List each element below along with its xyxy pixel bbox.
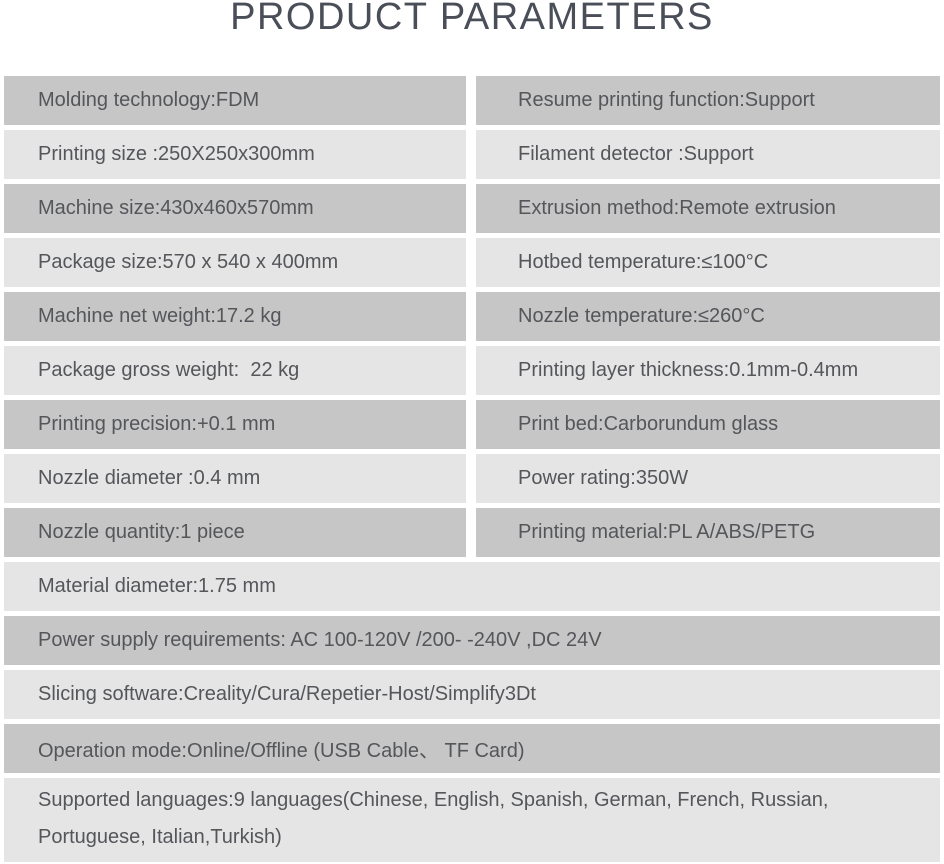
param-cell-filament-detector: Filament detector :Support — [476, 130, 940, 179]
param-cell-package-gross-weight: Package gross weight: 22 kg — [4, 346, 466, 395]
param-cell-printing-layer-thickness: Printing layer thickness:0.1mm-0.4mm — [476, 346, 940, 395]
param-cell-hotbed-temperature: Hotbed temperature:≤100°C — [476, 238, 940, 287]
param-cell-nozzle-diameter: Nozzle diameter :0.4 mm — [4, 454, 466, 503]
page-title: PRODUCT PARAMETERS — [230, 0, 714, 38]
table-row: Printing precision:+0.1 mm Print bed:Car… — [4, 400, 940, 449]
table-row: Operation mode:Online/Offline (USB Cable… — [4, 724, 940, 773]
table-row: Nozzle quantity:1 piece Printing materia… — [4, 508, 940, 557]
param-cell-slicing-software: Slicing software:Creality/Cura/Repetier-… — [4, 670, 940, 719]
param-cell-nozzle-temperature: Nozzle temperature:≤260°C — [476, 292, 940, 341]
param-cell-machine-size: Machine size:430x460x570mm — [4, 184, 466, 233]
table-row: Power supply requirements: AC 100-120V /… — [4, 616, 940, 665]
param-cell-package-size: Package size:570 x 540 x 400mm — [4, 238, 466, 287]
param-cell-nozzle-quantity: Nozzle quantity:1 piece — [4, 508, 466, 557]
param-cell-printing-material: Printing material:PL A/ABS/PETG — [476, 508, 940, 557]
param-cell-print-bed: Print bed:Carborundum glass — [476, 400, 940, 449]
table-row: Package gross weight: 22 kg Printing lay… — [4, 346, 940, 395]
param-cell-material-diameter: Material diameter:1.75 mm — [4, 562, 940, 611]
table-row: Slicing software:Creality/Cura/Repetier-… — [4, 670, 940, 719]
param-cell-resume-printing: Resume printing function:Support — [476, 76, 940, 125]
table-row: Supported languages:9 languages(Chinese,… — [4, 778, 940, 862]
param-cell-extrusion-method: Extrusion method:Remote extrusion — [476, 184, 940, 233]
param-cell-operation-mode: Operation mode:Online/Offline (USB Cable… — [4, 724, 940, 773]
table-row: Nozzle diameter :0.4 mm Power rating:350… — [4, 454, 940, 503]
param-cell-supported-languages: Supported languages:9 languages(Chinese,… — [4, 778, 940, 862]
parameters-table: Molding technology:FDM Resume printing f… — [0, 76, 944, 862]
param-cell-printing-size: Printing size :250X250x300mm — [4, 130, 466, 179]
param-cell-printing-precision: Printing precision:+0.1 mm — [4, 400, 466, 449]
table-row: Printing size :250X250x300mm Filament de… — [4, 130, 940, 179]
table-row: Molding technology:FDM Resume printing f… — [4, 76, 940, 125]
param-cell-power-supply: Power supply requirements: AC 100-120V /… — [4, 616, 940, 665]
table-row: Machine net weight:17.2 kg Nozzle temper… — [4, 292, 940, 341]
table-row: Package size:570 x 540 x 400mm Hotbed te… — [4, 238, 940, 287]
param-cell-molding-technology: Molding technology:FDM — [4, 76, 466, 125]
param-cell-power-rating: Power rating:350W — [476, 454, 940, 503]
table-row: Material diameter:1.75 mm — [4, 562, 940, 611]
table-row: Machine size:430x460x570mm Extrusion met… — [4, 184, 940, 233]
param-cell-machine-net-weight: Machine net weight:17.2 kg — [4, 292, 466, 341]
